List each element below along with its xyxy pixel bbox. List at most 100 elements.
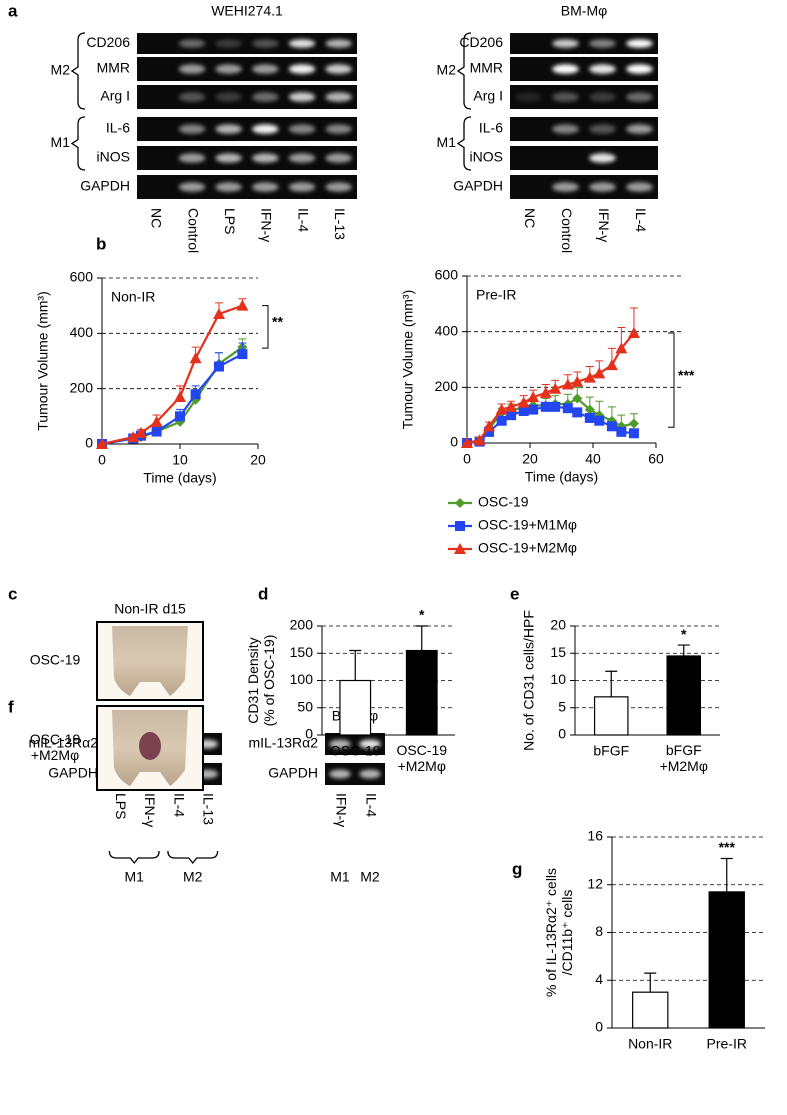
marker (455, 498, 465, 508)
x-tick-label: bFGF (593, 743, 629, 759)
gel-band (515, 92, 542, 102)
marker (606, 421, 617, 432)
gel-band (329, 769, 351, 779)
marker (150, 415, 163, 427)
gel-strip (137, 33, 357, 54)
gel-band (626, 64, 653, 74)
gel-band (589, 64, 616, 74)
marker (214, 361, 224, 372)
bracket (456, 116, 472, 171)
y-tick-label: 0 (595, 1019, 603, 1035)
gel-row-label: GAPDH (48, 765, 98, 781)
lane-label: IL-4 (171, 793, 187, 817)
marker (571, 375, 584, 387)
y-axis-label: Tumour Volume (mm³) (35, 291, 51, 431)
marker (549, 382, 562, 394)
y-tick-label: 0 (558, 726, 566, 742)
panel-letter: g (512, 859, 522, 878)
gel-row-label: MMR (470, 60, 503, 76)
panel-letter: d (258, 584, 268, 603)
error-bar (415, 625, 428, 651)
x-tick-label: 0 (463, 451, 471, 467)
marker (455, 521, 465, 531)
y-tick-label: 200 (435, 378, 459, 394)
gel-band (288, 153, 316, 163)
gel-band (178, 124, 206, 134)
gel-band (359, 769, 381, 779)
marker (561, 378, 574, 390)
panel-letter: a (8, 1, 18, 20)
lane-label: NC (522, 208, 538, 228)
bracket (70, 32, 86, 110)
x-tick-label: 10 (172, 452, 188, 468)
marker (562, 403, 573, 414)
y-tick-label: 0 (450, 434, 458, 450)
gel-band (325, 64, 352, 74)
photo-tumour (139, 732, 161, 760)
gel-strip (510, 146, 658, 170)
x-axis-label: Time (days) (525, 469, 598, 485)
lane-label: IL-13 (332, 208, 348, 240)
marker (518, 405, 529, 416)
lane-label: IL-4 (295, 208, 311, 232)
marker (135, 426, 147, 438)
lane-label: IFN-γ (596, 208, 612, 242)
gel-band (626, 39, 653, 48)
gel-band (252, 64, 279, 74)
bracket (456, 32, 472, 110)
gel-row-label: MMR (97, 60, 130, 76)
marker (151, 426, 162, 437)
gel-band (626, 92, 653, 102)
bar (593, 696, 629, 736)
group-label: M1 (437, 134, 457, 150)
gel-band (325, 92, 352, 102)
marker (236, 299, 249, 311)
gel-band (215, 39, 242, 48)
bracket (167, 850, 219, 865)
bracket (108, 850, 160, 865)
group-label: M2 (360, 869, 380, 885)
gel-band (215, 153, 242, 163)
marker (495, 403, 508, 415)
gel-band (215, 92, 242, 102)
x-tick-label: Non-IR (628, 1036, 672, 1052)
gel-band (288, 39, 316, 48)
series-line (466, 332, 635, 445)
gel-row-label: CD206 (459, 34, 503, 50)
y-axis-label: No. of CD31 cells/HPF (521, 610, 537, 751)
y-tick-label: 16 (587, 828, 603, 844)
gel-band (552, 124, 579, 134)
lane-label: Control (559, 208, 575, 253)
bar (339, 679, 372, 736)
y-tick-label: 400 (70, 324, 94, 340)
gel-band (288, 92, 316, 102)
gel-band (178, 64, 206, 74)
group-label: M2 (437, 62, 457, 78)
gel-band (178, 182, 206, 192)
x-tick-label: 20 (250, 452, 266, 468)
lane-label: Control (185, 208, 201, 253)
marker (461, 437, 473, 448)
bar (632, 991, 669, 1029)
gel-band (626, 182, 653, 192)
marker (540, 401, 551, 412)
y-tick-label: 4 (595, 971, 603, 987)
y-tick-label: 100 (290, 671, 314, 687)
y-tick-label: 600 (435, 267, 459, 283)
panel-letter: f (8, 697, 14, 716)
significance: ** (272, 314, 283, 330)
gel-band (252, 92, 279, 102)
marker (496, 415, 507, 426)
y-tick-label: 15 (550, 644, 566, 660)
y-tick-label: 20 (550, 617, 566, 633)
marker (628, 428, 639, 439)
lane-label: IFN-γ (142, 793, 158, 827)
gel-band (589, 182, 616, 192)
gel-band (252, 124, 279, 134)
panel-letter: b (96, 234, 106, 253)
gel-row-label: CD206 (86, 34, 130, 50)
lane-label: LPS (222, 208, 238, 234)
gel-band (252, 39, 279, 48)
